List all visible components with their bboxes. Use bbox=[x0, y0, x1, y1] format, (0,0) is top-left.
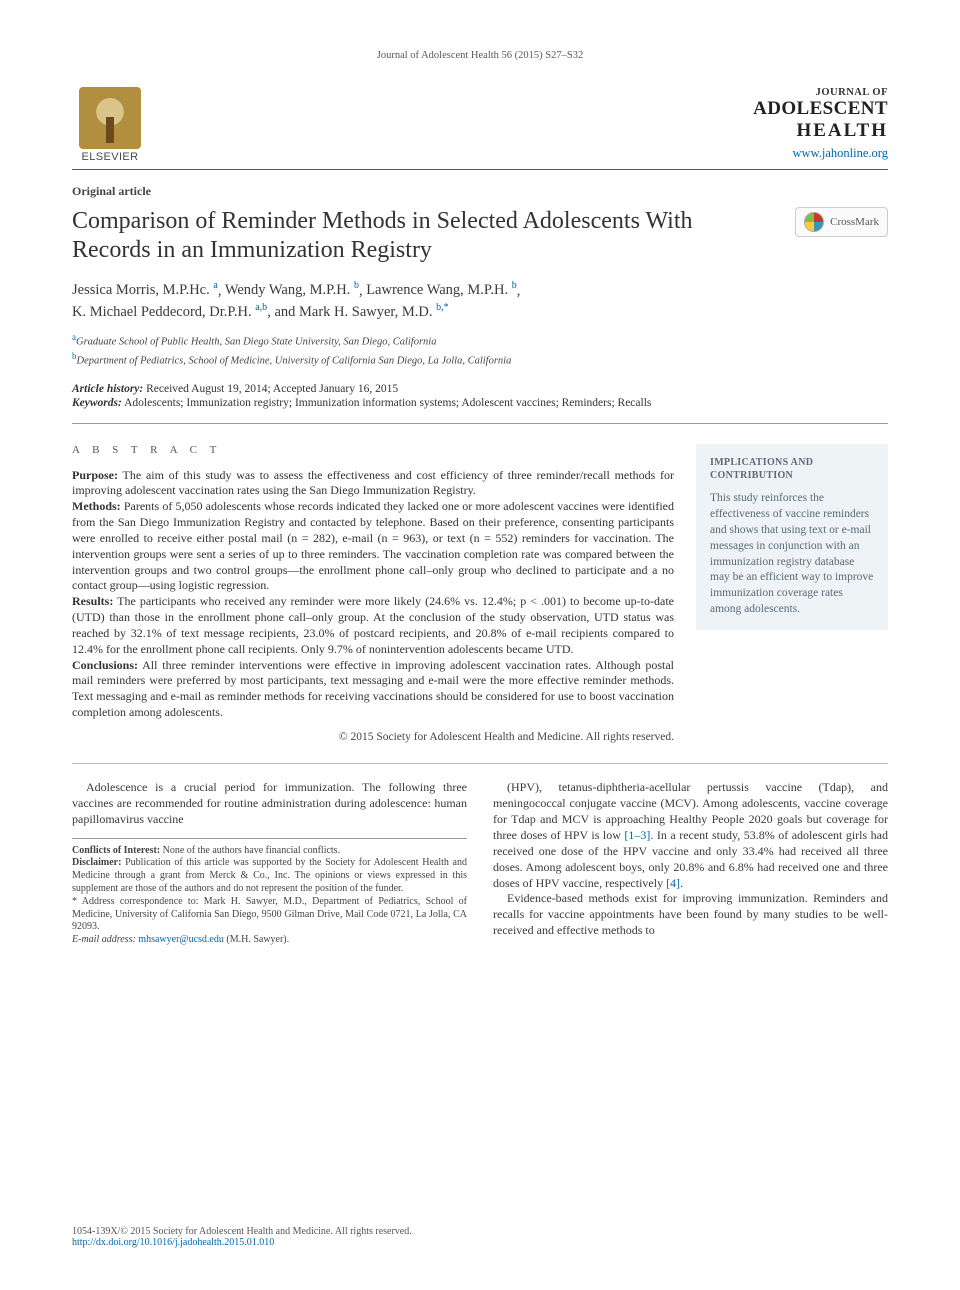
header-row: ELSEVIER JOURNAL OF ADOLESCENT HEALTH ww… bbox=[72, 87, 888, 163]
issn-copyright: 1054-139X/© 2015 Society for Adolescent … bbox=[72, 1226, 888, 1237]
crossmark-label: CrossMark bbox=[830, 216, 879, 228]
footnote-correspondence: * Address correspondence to: Mark H. Saw… bbox=[72, 896, 467, 934]
citation-1-3[interactable]: [1–3] bbox=[624, 828, 650, 842]
abstract-column: A B S T R A C T Purpose: The aim of this… bbox=[72, 444, 674, 743]
body-col-right: (HPV), tetanus-diphtheria-acellular pert… bbox=[493, 780, 888, 947]
keywords-text: Adolescents; Immunization registry; Immu… bbox=[124, 397, 651, 409]
pre-abstract-rule bbox=[72, 423, 888, 424]
implications-title: IMPLICATIONS AND CONTRIBUTION bbox=[710, 456, 874, 484]
results-label: Results: bbox=[72, 594, 113, 608]
journal-url-link[interactable]: www.jahonline.org bbox=[753, 146, 888, 161]
methods-label: Methods: bbox=[72, 499, 121, 513]
affiliation-b: bDepartment of Pediatrics, School of Med… bbox=[72, 350, 888, 369]
body-p3: Evidence-based methods exist for improvi… bbox=[493, 891, 888, 939]
affiliations: aGraduate School of Public Health, San D… bbox=[72, 331, 888, 368]
author-4: K. Michael Peddecord, Dr.P.H. a,b bbox=[72, 304, 267, 320]
elsevier-tree-icon bbox=[79, 87, 141, 149]
author-1: Jessica Morris, M.P.Hc. a bbox=[72, 282, 218, 298]
title-row: Comparison of Reminder Methods in Select… bbox=[72, 207, 888, 266]
body-p1: Adolescence is a crucial period for immu… bbox=[72, 780, 467, 828]
abstract-row: A B S T R A C T Purpose: The aim of this… bbox=[72, 444, 888, 743]
journal-name-line1: ADOLESCENT bbox=[753, 98, 888, 120]
conclusions-label: Conclusions: bbox=[72, 658, 138, 672]
abstract-copyright: © 2015 Society for Adolescent Health and… bbox=[72, 731, 674, 743]
abstract-label: A B S T R A C T bbox=[72, 444, 674, 456]
article-type: Original article bbox=[72, 184, 888, 199]
header-rule bbox=[72, 169, 888, 170]
footnote-disclaimer: Disclaimer: Publication of this article … bbox=[72, 857, 467, 895]
article-history: Article history: Received August 19, 201… bbox=[72, 383, 888, 395]
crossmark-icon bbox=[804, 212, 824, 232]
body-columns: Adolescence is a crucial period for immu… bbox=[72, 780, 888, 947]
journal-name-line2: HEALTH bbox=[753, 120, 888, 142]
author-3: Lawrence Wang, M.P.H. b bbox=[366, 282, 517, 298]
history-text: Received August 19, 2014; Accepted Janua… bbox=[146, 383, 398, 395]
conclusions-text: All three reminder interventions were ef… bbox=[72, 658, 674, 719]
doi-link[interactable]: http://dx.doi.org/10.1016/j.jadohealth.2… bbox=[72, 1237, 274, 1248]
author-5: Mark H. Sawyer, M.D. b,* bbox=[299, 304, 449, 320]
history-label: Article history: bbox=[72, 383, 143, 395]
footnotes-block: Conflicts of Interest: None of the autho… bbox=[72, 838, 467, 947]
journal-brand-block: JOURNAL OF ADOLESCENT HEALTH www.jahonli… bbox=[753, 87, 888, 161]
footnote-conflicts: Conflicts of Interest: None of the autho… bbox=[72, 845, 467, 858]
implications-body: This study reinforces the effectiveness … bbox=[710, 491, 874, 618]
abstract-body: Purpose: The aim of this study was to as… bbox=[72, 468, 674, 721]
publisher-name: ELSEVIER bbox=[72, 151, 148, 163]
citation-4[interactable]: [4] bbox=[666, 876, 680, 890]
results-text: The participants who received any remind… bbox=[72, 594, 674, 655]
purpose-label: Purpose: bbox=[72, 468, 118, 482]
authors-line: Jessica Morris, M.P.Hc. a, Wendy Wang, M… bbox=[72, 280, 888, 324]
author-2: Wendy Wang, M.P.H. b bbox=[225, 282, 359, 298]
post-abstract-rule bbox=[72, 763, 888, 764]
body-p2: (HPV), tetanus-diphtheria-acellular pert… bbox=[493, 780, 888, 892]
footnote-email: E-mail address: mhsawyer@ucsd.edu (M.H. … bbox=[72, 934, 467, 947]
body-col-left: Adolescence is a crucial period for immu… bbox=[72, 780, 467, 947]
journal-of-label: JOURNAL OF bbox=[753, 87, 888, 98]
publisher-logo-block: ELSEVIER bbox=[72, 87, 148, 163]
running-head: Journal of Adolescent Health 56 (2015) S… bbox=[72, 50, 888, 61]
page-footer: 1054-139X/© 2015 Society for Adolescent … bbox=[72, 1226, 888, 1248]
corresponding-email-link[interactable]: mhsawyer@ucsd.edu bbox=[138, 934, 224, 945]
methods-text: Parents of 5,050 adolescents whose recor… bbox=[72, 499, 674, 592]
affiliation-a: aGraduate School of Public Health, San D… bbox=[72, 331, 888, 350]
implications-box: IMPLICATIONS AND CONTRIBUTION This study… bbox=[696, 444, 888, 630]
purpose-text: The aim of this study was to assess the … bbox=[72, 468, 674, 498]
keywords-label: Keywords: bbox=[72, 397, 122, 409]
keywords: Keywords: Adolescents; Immunization regi… bbox=[72, 397, 888, 409]
crossmark-badge[interactable]: CrossMark bbox=[795, 207, 888, 237]
article-title: Comparison of Reminder Methods in Select… bbox=[72, 207, 775, 266]
